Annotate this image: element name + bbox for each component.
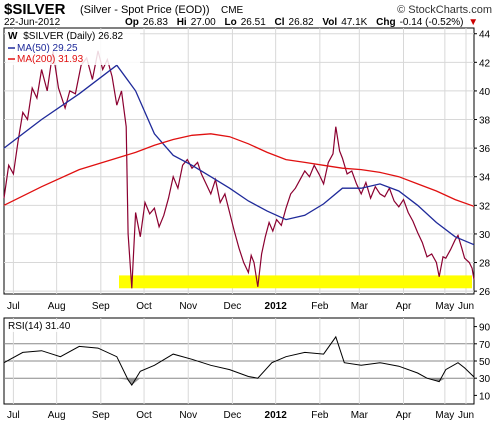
ma200-series-line [3,133,475,207]
rsi-tick-label: 30 [479,374,491,385]
rsi-panel: 10 30 50 70 90 RSI(14) 31.40 [3,317,491,405]
price-series-line [3,50,475,289]
rsi-legend: RSI(14) 31.40 [8,321,71,332]
ma50-series-line [3,64,475,246]
rsi-month-label: Feb [311,410,329,421]
price-panel: 26 28 30 32 34 36 38 40 42 44 W $SILVER (Daily) 2… [3,27,491,298]
rsi-month-label: Dec [224,410,242,421]
price-tick-label: 42 [479,58,491,69]
price-tick-label: 38 [479,116,491,127]
month-label: Sep [92,301,110,312]
month-label: Apr [396,301,412,312]
support-band [119,275,472,289]
price-tick-label: 34 [479,173,491,184]
legend-price-swatch: W [8,31,18,42]
rsi-tick-label: 50 [479,357,491,368]
price-legend: W $SILVER (Daily) 26.82 MA(50) 29.25 MA(… [6,30,140,65]
month-label: May [435,301,454,312]
month-label: Jun [458,301,474,312]
rsi-legend-bg [6,320,76,332]
price-month-labels: Jul Aug Sep Oct Nov Dec 2012 Feb Mar Apr May Jun [7,301,474,312]
chart-watermark: © StockCharts.com [397,4,492,16]
price-tick-label: 40 [479,87,491,98]
rsi-month-label: Jun [458,410,474,421]
legend-ma50: MA(50) 29.25 [17,43,78,54]
legend-bg [6,30,140,65]
price-lines [3,50,475,289]
chart-description: (Silver - Spot Price (EOD)) [80,4,210,16]
chart-exchange: CME [221,5,244,16]
rsi-tick-label: 70 [479,340,491,351]
rsi-month-labels: Jul Aug Sep Oct Nov Dec 2012 Feb Mar Apr May Jun [7,410,474,421]
price-axis-ticks: 26 28 30 32 34 36 38 40 42 44 [474,30,491,298]
price-tick-label: 44 [479,30,491,41]
rsi-month-label: Nov [179,410,197,421]
month-label: Jul [7,301,20,312]
rsi-grid [4,318,474,404]
rsi-month-label: Jul [7,410,20,421]
rsi-month-label: Aug [48,410,66,421]
rsi-month-label: Oct [136,410,152,421]
legend-price: W $SILVER (Daily) 26.82 [8,31,124,42]
month-label: Dec [224,301,242,312]
rsi-tick-label: 10 [479,391,491,402]
rsi-month-label: May [435,410,454,421]
month-label: Feb [311,301,329,312]
rsi-tick-label: 90 [479,323,491,334]
price-tick-label: 36 [479,144,491,155]
price-tick-label: 30 [479,230,491,241]
price-tick-label: 28 [479,259,491,270]
month-label: Mar [351,301,369,312]
month-label: Aug [48,301,66,312]
rsi-month-label: Apr [396,410,412,421]
month-label: Oct [136,301,152,312]
price-tick-label: 32 [479,201,491,212]
rsi-series-line [3,335,475,387]
month-label: 2012 [265,301,288,312]
price-tick-label: 26 [479,287,491,298]
chart-symbol: $SILVER [4,1,66,18]
legend-ma200: MA(200) 31.93 [17,54,84,65]
rsi-month-label: 2012 [265,410,288,421]
month-label: Nov [179,301,197,312]
chart-date: 22-Jun-2012 [4,17,61,28]
rsi-axis-ticks: 10 30 50 70 90 [474,323,491,402]
ohlc-readout: Op 26.83 Hi 27.00 Lo 26.51 Cl 26.82 Vol 47.1K… [125,17,478,28]
rsi-lines [3,335,475,387]
rsi-month-label: Mar [351,410,369,421]
rsi-month-label: Sep [92,410,110,421]
